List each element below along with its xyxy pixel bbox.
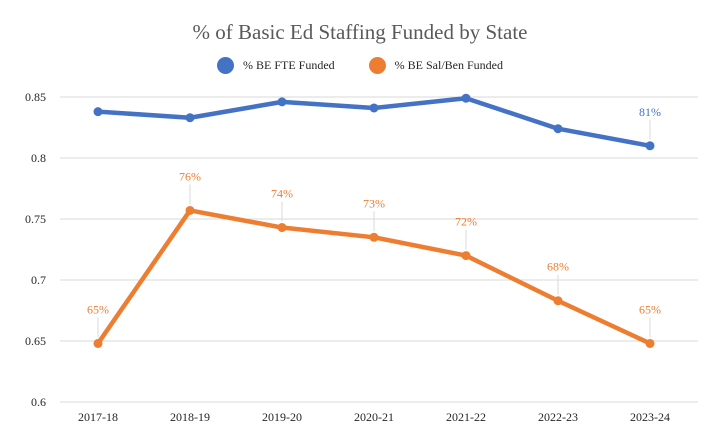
x-tick-label: 2021-22 bbox=[446, 410, 486, 424]
data-label: 65% bbox=[87, 302, 109, 316]
legend-label-fte: % BE FTE Funded bbox=[243, 58, 335, 72]
data-point[interactable] bbox=[185, 205, 195, 215]
chart-title: % of Basic Ed Staffing Funded by State bbox=[192, 20, 528, 44]
data-point[interactable] bbox=[277, 97, 287, 107]
y-tick-label: 0.7 bbox=[31, 273, 46, 287]
legend-swatch-salben bbox=[368, 57, 386, 74]
data-point[interactable] bbox=[553, 296, 563, 306]
data-point[interactable] bbox=[93, 338, 103, 348]
legend-entry-salben[interactable]: % BE Sal/Ben Funded bbox=[368, 57, 503, 74]
data-label: 76% bbox=[179, 169, 201, 183]
x-tick-label: 2019-20 bbox=[262, 410, 302, 424]
data-point[interactable] bbox=[93, 107, 103, 117]
data-label: 68% bbox=[547, 260, 569, 274]
data-label: 81% bbox=[639, 105, 661, 119]
y-tick-label: 0.85 bbox=[25, 90, 46, 104]
y-tick-label: 0.65 bbox=[25, 334, 46, 348]
data-point[interactable] bbox=[369, 103, 379, 113]
data-point[interactable] bbox=[461, 251, 471, 261]
data-point[interactable] bbox=[369, 232, 379, 242]
x-tick-label: 2020-21 bbox=[354, 410, 394, 424]
data-label: 73% bbox=[363, 196, 385, 210]
legend-swatch-fte bbox=[217, 57, 234, 74]
data-point[interactable] bbox=[553, 124, 563, 134]
data-label: 74% bbox=[271, 187, 293, 201]
y-tick-label: 0.75 bbox=[25, 212, 46, 226]
data-point[interactable] bbox=[645, 338, 655, 348]
data-point[interactable] bbox=[645, 141, 655, 151]
y-tick-label: 0.8 bbox=[31, 151, 46, 165]
data-point[interactable] bbox=[277, 223, 287, 233]
legend-label-salben: % BE Sal/Ben Funded bbox=[394, 58, 503, 72]
x-tick-label: 2022-23 bbox=[538, 410, 578, 424]
legend-entry-fte[interactable]: % BE FTE Funded bbox=[217, 57, 335, 74]
x-tick-label: 2017-18 bbox=[78, 410, 118, 424]
data-label: 72% bbox=[455, 215, 477, 229]
legend: % BE FTE Funded % BE Sal/Ben Funded bbox=[0, 57, 720, 74]
x-tick-label: 2018-19 bbox=[170, 410, 210, 424]
x-tick-label: 2023-24 bbox=[630, 410, 670, 424]
data-point[interactable] bbox=[461, 93, 471, 103]
data-point[interactable] bbox=[185, 113, 195, 123]
y-tick-label: 0.6 bbox=[31, 395, 46, 409]
data-label: 65% bbox=[639, 302, 661, 316]
